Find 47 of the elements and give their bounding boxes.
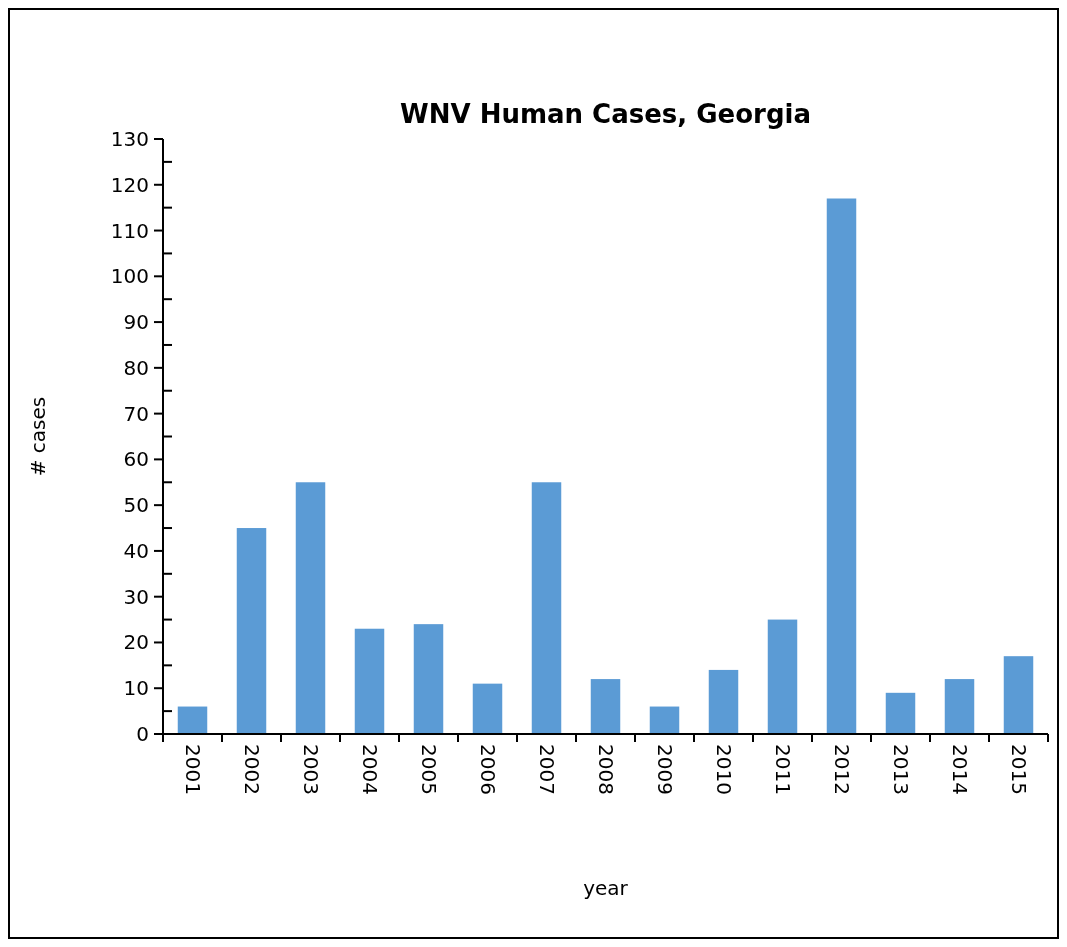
- bar: [295, 482, 326, 734]
- x-tick-label: 2010: [711, 744, 736, 795]
- y-tick-label: 100: [110, 264, 149, 289]
- y-tick-label: 90: [123, 310, 149, 335]
- x-tick-label: 2012: [829, 744, 854, 795]
- y-tick-label: 80: [123, 355, 149, 380]
- x-tick-label: 2011: [770, 744, 795, 795]
- bar: [767, 619, 798, 734]
- y-tick-label: 10: [123, 676, 149, 701]
- x-tick-label: 2006: [475, 744, 500, 795]
- y-tick-label: 40: [123, 538, 149, 563]
- bar: [649, 706, 680, 734]
- y-tick-label: 120: [110, 172, 149, 197]
- x-tick-label: 2001: [180, 744, 205, 795]
- y-tick-label: 70: [123, 401, 149, 426]
- bar: [531, 482, 562, 734]
- y-tick-label: 20: [123, 630, 149, 655]
- x-tick-label: 2002: [239, 744, 264, 795]
- x-tick-label: 2014: [947, 744, 972, 795]
- bar: [472, 683, 503, 734]
- x-tick-label: 2004: [357, 744, 382, 795]
- bar: [413, 624, 444, 734]
- x-tick-label: 2003: [298, 744, 323, 795]
- y-tick-label: 50: [123, 493, 149, 518]
- x-tick-label: 2007: [534, 744, 559, 795]
- bar: [236, 528, 267, 734]
- y-tick-label: 110: [110, 218, 149, 243]
- bar: [177, 706, 208, 734]
- y-tick-label: 0: [136, 722, 149, 746]
- x-axis-title: year: [583, 876, 629, 900]
- bar: [944, 679, 975, 734]
- y-tick-label: 30: [123, 584, 149, 609]
- chart-title: WNV Human Cases, Georgia: [400, 99, 811, 129]
- y-tick-label: 130: [110, 127, 149, 151]
- bar: [826, 198, 857, 734]
- x-tick-label: 2005: [416, 744, 441, 795]
- y-tick-label: 60: [123, 447, 149, 472]
- bar: [354, 628, 385, 734]
- bar: [1003, 656, 1034, 734]
- x-tick-label: 2009: [652, 744, 677, 795]
- x-tick-label: 2008: [593, 744, 618, 795]
- bar: [708, 669, 739, 734]
- y-axis-title: # cases: [26, 396, 50, 477]
- x-tick-label: 2013: [888, 744, 913, 795]
- x-tick-label: 2015: [1006, 744, 1031, 795]
- bar: [590, 679, 621, 734]
- bar: [885, 692, 916, 734]
